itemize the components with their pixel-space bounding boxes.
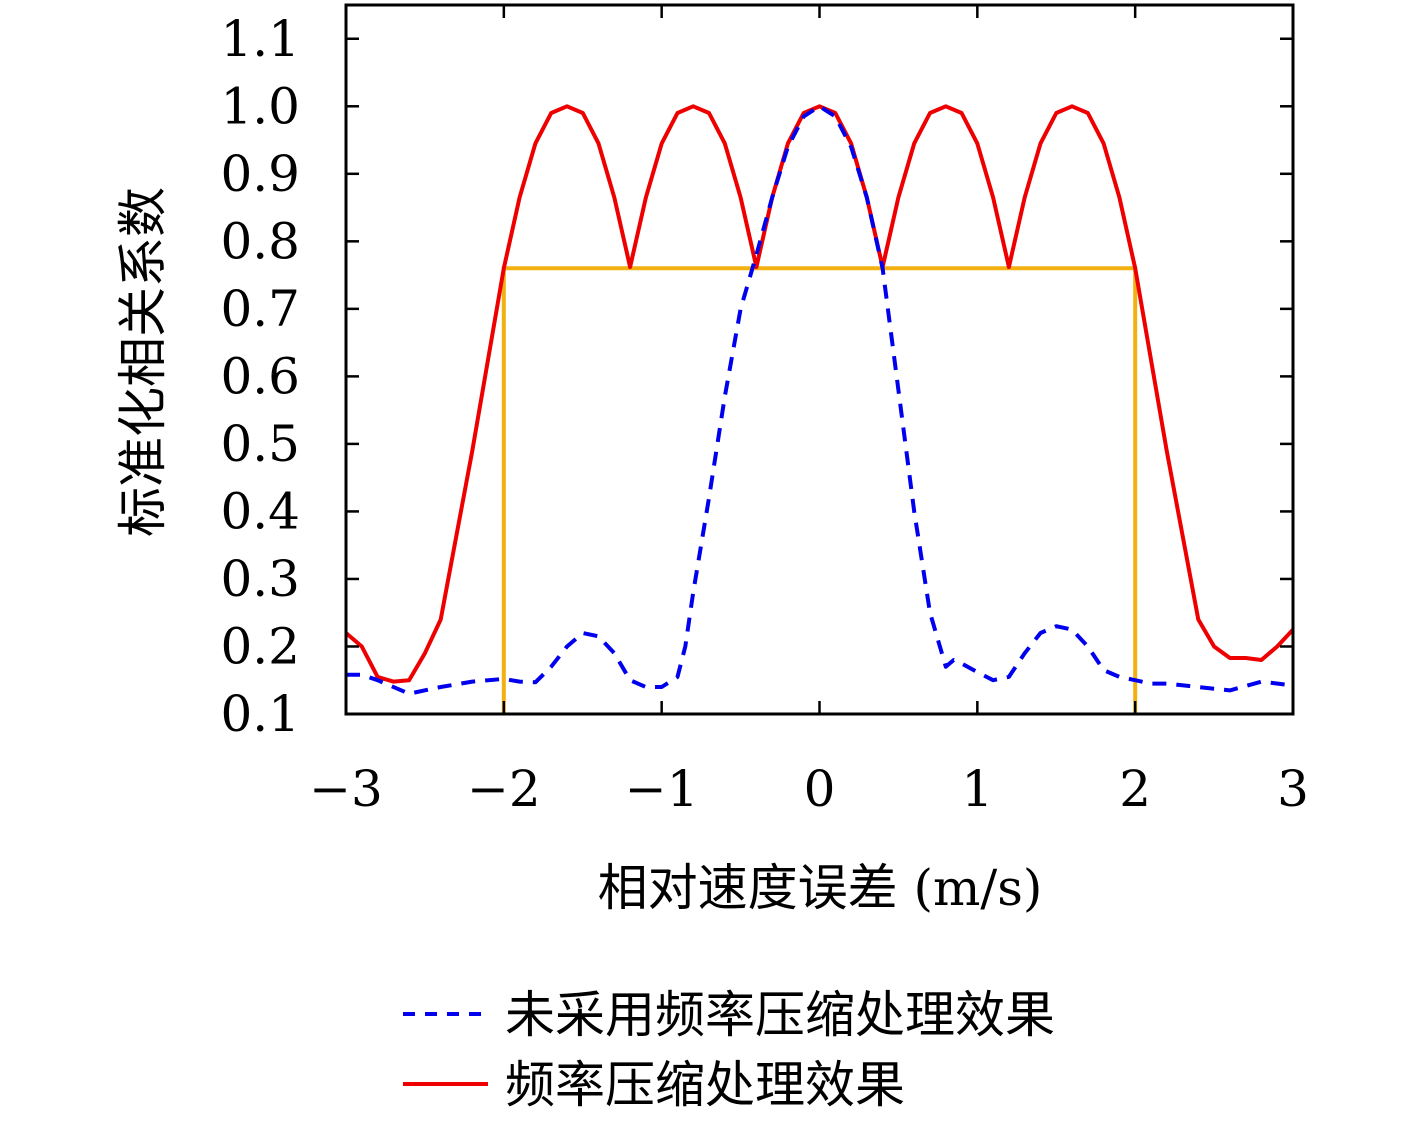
legend-label-series-1: 未采用频率压缩处理效果 xyxy=(505,986,1055,1044)
x-tick-label: −2 xyxy=(467,760,541,818)
x-tick-label: 1 xyxy=(961,760,993,818)
y-tick-label: 0.3 xyxy=(220,550,300,608)
x-tick-label: −1 xyxy=(625,760,699,818)
x-tick-label: 3 xyxy=(1277,760,1309,818)
x-tick-label: 0 xyxy=(804,760,836,818)
x-axis-title: 相对速度误差 (m/s) xyxy=(598,859,1043,917)
x-tick-label: 2 xyxy=(1119,760,1151,818)
x-tick-label: −3 xyxy=(309,760,383,818)
y-tick-label: 0.7 xyxy=(220,280,300,338)
y-tick-label: 1.0 xyxy=(220,77,300,135)
y-tick-label: 0.8 xyxy=(220,212,300,270)
legend-label-series-2: 频率压缩处理效果 xyxy=(505,1056,905,1114)
legend: 未采用频率压缩处理效果 频率压缩处理效果 xyxy=(403,986,1055,1114)
annotation-bracket xyxy=(501,266,1138,714)
y-tick-label: 0.2 xyxy=(220,617,300,675)
y-tick-label: 0.1 xyxy=(220,685,300,743)
y-axis-title: 标准化相关系数 xyxy=(114,187,172,537)
series-line-2 xyxy=(346,104,1293,684)
y-tick-label: 0.9 xyxy=(220,145,300,203)
plot-area xyxy=(346,104,1293,714)
y-tick-label: 0.6 xyxy=(220,347,300,405)
y-tick-label: 0.4 xyxy=(220,482,300,540)
series-line-1 xyxy=(346,104,1293,696)
axes: −3 −2 −1 0 1 2 3 0.1 0.2 0.3 0.4 0.5 0.6 0.7 0.8 0.9 1.0… xyxy=(220,3,1309,818)
y-tick-label: 1.1 xyxy=(220,10,300,68)
bracket-line xyxy=(501,266,1138,714)
y-tick-label: 0.5 xyxy=(220,415,300,473)
